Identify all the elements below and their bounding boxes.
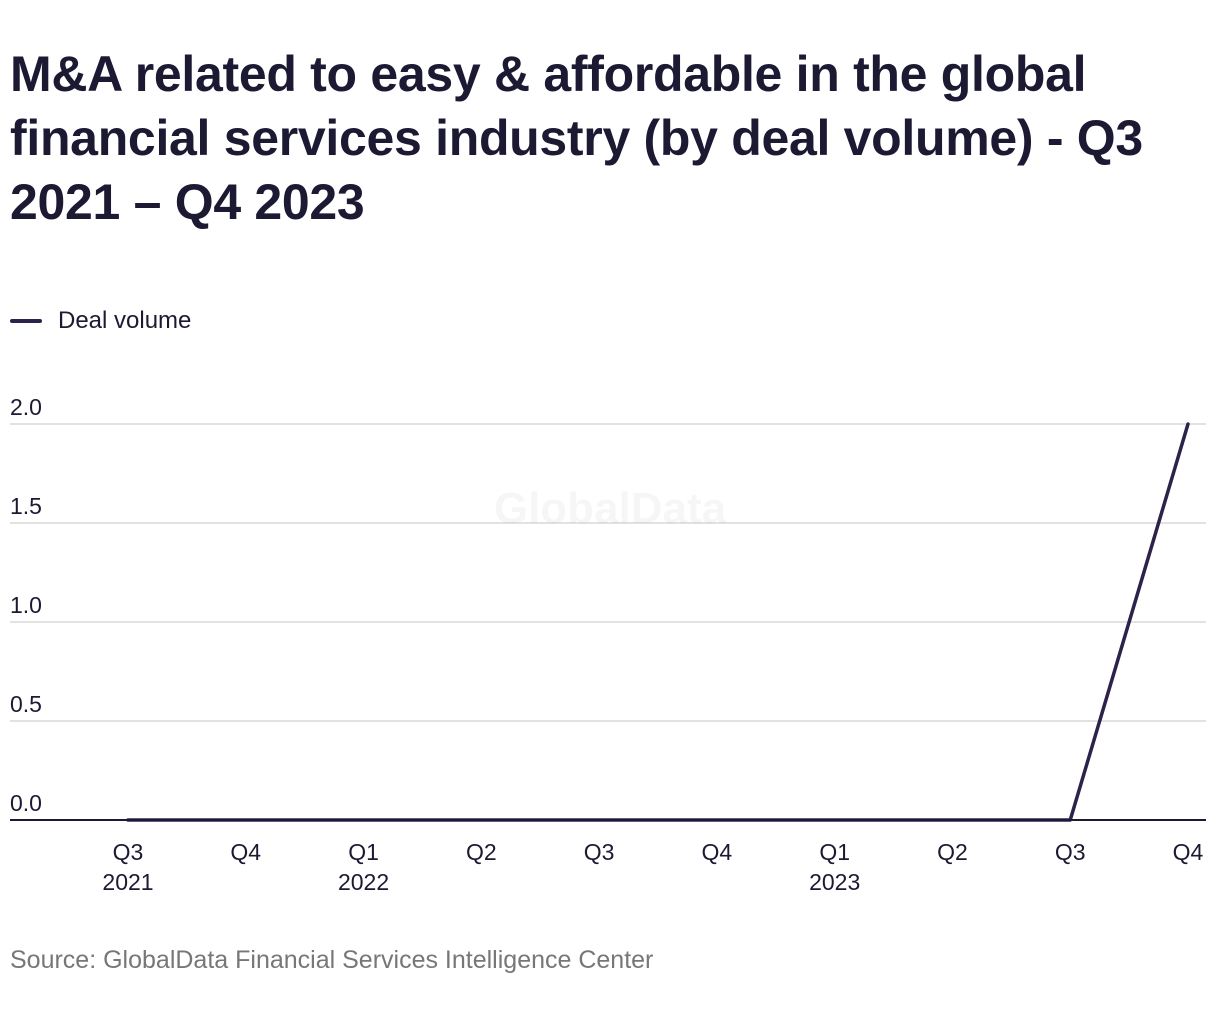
x-tick-year-label: 2021 <box>102 869 153 895</box>
y-tick-label: 2.0 <box>10 394 42 420</box>
x-tick-label: Q3 <box>113 839 144 865</box>
legend-line-swatch <box>10 319 42 323</box>
x-tick-label: Q3 <box>1055 839 1086 865</box>
line-chart: GlobalData 0.0 0.5 1.0 1.5 2.0 Q3 2021 Q4 Q1 2022… <box>10 394 1206 895</box>
y-tick-label: 1.5 <box>10 493 42 519</box>
chart-legend: Deal volume <box>10 306 191 336</box>
x-tick-label: Q4 <box>702 839 733 865</box>
x-tick-year-label: 2023 <box>809 869 860 895</box>
watermark-text: GlobalData <box>494 484 727 533</box>
x-tick-label: Q4 <box>1173 839 1204 865</box>
x-tick-label: Q1 <box>819 839 850 865</box>
x-tick-label: Q2 <box>937 839 968 865</box>
y-tick-label: 0.0 <box>10 790 42 816</box>
legend-label: Deal volume <box>58 307 192 334</box>
chart-title: M&A related to easy & affordable in the … <box>10 46 1143 230</box>
source-note: Source: GlobalData Financial Services In… <box>10 946 654 974</box>
x-tick-label: Q3 <box>584 839 615 865</box>
x-tick-label: Q1 <box>348 839 379 865</box>
y-tick-label: 1.0 <box>10 592 42 618</box>
x-tick-label: Q4 <box>230 839 261 865</box>
x-tick-year-label: 2022 <box>338 869 389 895</box>
x-tick-label: Q2 <box>466 839 497 865</box>
y-tick-label: 0.5 <box>10 691 42 717</box>
